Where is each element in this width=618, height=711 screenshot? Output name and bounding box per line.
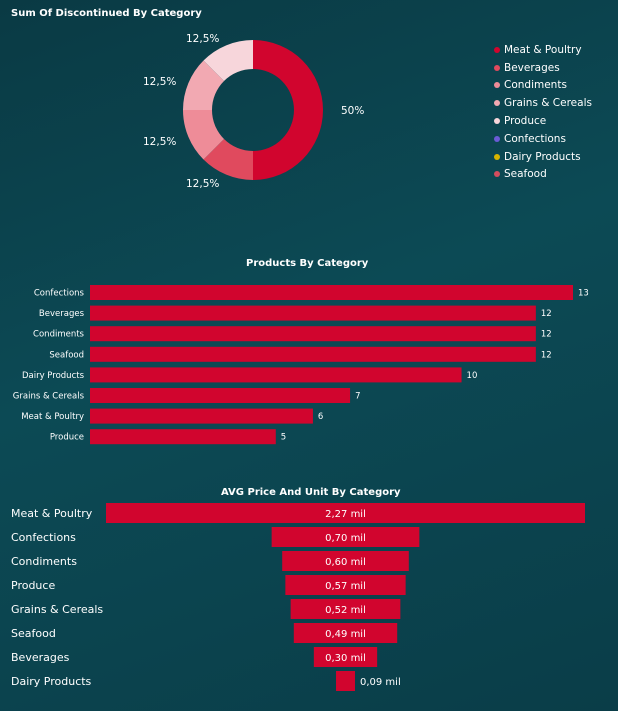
donut-label-left-1: 12,5%: [143, 76, 177, 88]
bar-value-label: 6: [318, 412, 323, 422]
bar-category-label: Beverages: [39, 309, 85, 319]
bar-value-label: 13: [578, 289, 589, 299]
bar-category-label: Condiments: [33, 330, 85, 340]
legend-label: Beverages: [504, 61, 560, 74]
bar-value-label: 12: [541, 350, 552, 360]
bar-value-label: 5: [281, 433, 286, 443]
legend-dot-icon: [494, 171, 500, 178]
bar-dairy-products[interactable]: [90, 367, 462, 383]
bar-confections[interactable]: [90, 285, 573, 300]
donut-label-top: 12,5%: [186, 33, 220, 45]
bar-condiments[interactable]: [90, 326, 536, 342]
funnel-category-label: Beverages: [11, 651, 70, 664]
legend-label: Condiments: [504, 79, 567, 92]
legend-label: Produce: [504, 115, 547, 128]
bar-value-label: 12: [541, 309, 552, 319]
funnel-bar-confections[interactable]: [271, 527, 420, 547]
products-chart-panel: Products By Category Confections 13 Bevera…: [0, 250, 618, 460]
funnel-bar-meat-and-poultry[interactable]: [106, 503, 585, 523]
bar-value-label: 10: [467, 371, 478, 381]
donut-slice-grains-and-cereals[interactable]: [183, 60, 225, 110]
legend-item-seafood[interactable]: Seafood: [494, 166, 592, 184]
funnel-chart: Meat & Poultry 2,27 mil Confections 0,70 mi…: [11, 503, 585, 691]
funnel-category-label: Produce: [11, 579, 55, 592]
donut-legend: Meat & Poultry Beverages Condiments Grains …: [494, 41, 592, 183]
bar-produce[interactable]: [90, 429, 276, 445]
donut-slice-produce[interactable]: [203, 40, 253, 82]
funnel-value-label: 0,60 mil: [325, 557, 366, 568]
bar-value-label: 7: [355, 392, 360, 402]
funnel-category-label: Confections: [11, 531, 76, 544]
bar-category-label: Produce: [50, 433, 84, 443]
products-chart-title: Products By Category: [246, 258, 369, 269]
funnel-bar-grains-and-cereals[interactable]: [290, 599, 401, 619]
legend-item-produce[interactable]: Produce: [494, 112, 592, 130]
legend-dot-icon: [494, 118, 500, 125]
bar-seafood[interactable]: [90, 346, 536, 362]
funnel-category-label: Meat & Poultry: [11, 507, 93, 520]
donut-slice-meat-and-poultry[interactable]: [253, 40, 323, 180]
bar-category-label: Meat & Poultry: [21, 412, 84, 422]
legend-dot-icon: [494, 100, 500, 107]
legend-item-condiments[interactable]: Condiments: [494, 77, 592, 95]
legend-dot-icon: [494, 64, 500, 71]
funnel-value-label: 0,52 mil: [325, 605, 366, 616]
legend-label: Dairy Products: [504, 150, 581, 163]
funnel-category-label: Seafood: [11, 627, 56, 640]
bar-category-label: Seafood: [49, 350, 84, 360]
funnel-value-label: 0,49 mil: [325, 629, 366, 640]
funnel-value-label: 0,57 mil: [325, 581, 366, 592]
donut-chart-panel: Sum Of Discontinued By Category 50% 12,5…: [0, 0, 618, 230]
legend-item-dairy-products[interactable]: Dairy Products: [494, 148, 592, 166]
bar-category-label: Grains & Cereals: [13, 392, 85, 402]
bar-grains-and-cereals[interactable]: [90, 388, 351, 403]
funnel-category-label: Condiments: [11, 555, 77, 568]
donut-slice-beverages[interactable]: [203, 138, 253, 180]
bar-meat-and-poultry[interactable]: [90, 408, 313, 424]
bar-category-label: Confections: [34, 289, 85, 299]
legend-item-meat-and-poultry[interactable]: Meat & Poultry: [494, 41, 592, 59]
legend-label: Seafood: [504, 168, 547, 181]
legend-dot-icon: [494, 153, 500, 160]
donut-label-left-2: 12,5%: [143, 136, 177, 148]
funnel-value-label: 0,30 mil: [325, 653, 366, 664]
legend-item-grains-and-cereals[interactable]: Grains & Cereals: [494, 94, 592, 112]
funnel-value-label: 0,70 mil: [325, 533, 366, 544]
bar-value-label: 12: [541, 330, 552, 340]
funnel-bar-produce[interactable]: [285, 575, 406, 595]
legend-item-confections[interactable]: Confections: [494, 130, 592, 148]
funnel-chart-panel: AVG Price And Unit By Category Meat & Po…: [0, 478, 618, 708]
funnel-value-label: 0,09 mil: [360, 677, 401, 688]
donut-label-50: 50%: [341, 105, 365, 117]
funnel-bar-dairy-products[interactable]: [336, 671, 355, 691]
funnel-category-label: Dairy Products: [11, 675, 92, 688]
legend-dot-icon: [494, 46, 500, 53]
bar-beverages[interactable]: [90, 305, 536, 321]
funnel-category-label: Grains & Cereals: [11, 603, 103, 616]
donut-chart-title: Sum Of Discontinued By Category: [11, 8, 202, 19]
donut-slice-condiments[interactable]: [183, 110, 225, 160]
legend-item-beverages[interactable]: Beverages: [494, 59, 592, 77]
funnel-bar-condiments[interactable]: [282, 551, 409, 571]
bar-category-label: Dairy Products: [22, 371, 85, 381]
legend-dot-icon: [494, 82, 500, 89]
products-bar-chart: Confections 13 Beverages 12 Condiments 12 Seaf…: [13, 285, 589, 445]
legend-label: Grains & Cereals: [504, 97, 592, 110]
funnel-value-label: 2,27 mil: [325, 509, 366, 520]
funnel-bar-seafood[interactable]: [293, 623, 398, 643]
legend-dot-icon: [494, 135, 500, 142]
legend-label: Meat & Poultry: [504, 43, 582, 56]
donut-chart: [183, 40, 323, 180]
funnel-bar-beverages[interactable]: [313, 647, 378, 667]
legend-label: Confections: [504, 132, 566, 145]
funnel-chart-title: AVG Price And Unit By Category: [221, 487, 401, 498]
donut-label-left-3: 12,5%: [186, 178, 220, 190]
